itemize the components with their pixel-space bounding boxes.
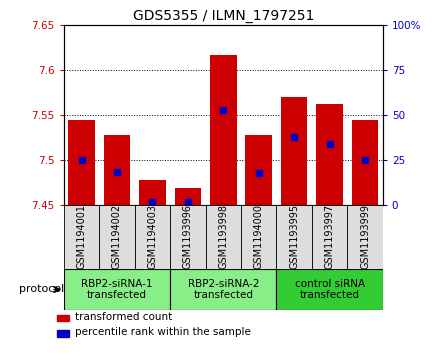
Text: RBP2-siRNA-2
transfected: RBP2-siRNA-2 transfected [187, 279, 259, 300]
Text: GSM1194003: GSM1194003 [147, 204, 158, 269]
Bar [246, 135, 272, 205]
Bar [175, 188, 201, 205]
Text: protocol: protocol [19, 285, 65, 294]
Bar [205, 205, 241, 269]
Text: RBP2-siRNA-1
transfected: RBP2-siRNA-1 transfected [81, 279, 153, 300]
Bar [316, 103, 343, 205]
Bar [210, 55, 237, 205]
Bar [276, 205, 312, 269]
Bar [135, 205, 170, 269]
Bar [170, 205, 205, 269]
Text: control siRNA
transfected: control siRNA transfected [294, 279, 365, 300]
Text: GSM1193999: GSM1193999 [360, 204, 370, 269]
Bar [312, 205, 347, 269]
Text: GSM1194001: GSM1194001 [77, 204, 87, 269]
Title: GDS5355 / ILMN_1797251: GDS5355 / ILMN_1797251 [132, 9, 314, 23]
Bar [139, 180, 166, 205]
Bar [352, 120, 378, 205]
Bar [347, 205, 383, 269]
Bar [281, 97, 308, 205]
Bar [64, 205, 99, 269]
Bar [57, 315, 69, 321]
Text: GSM1193996: GSM1193996 [183, 204, 193, 269]
Bar [170, 269, 276, 310]
Bar [276, 269, 383, 310]
Bar [241, 205, 276, 269]
Text: percentile rank within the sample: percentile rank within the sample [75, 327, 250, 338]
Text: GSM1193995: GSM1193995 [289, 204, 299, 269]
Text: GSM1194000: GSM1194000 [254, 204, 264, 269]
Text: transformed count: transformed count [75, 312, 172, 322]
Bar [68, 120, 95, 205]
Text: GSM1193998: GSM1193998 [218, 204, 228, 269]
Bar [99, 205, 135, 269]
Bar [104, 135, 130, 205]
Bar [64, 269, 170, 310]
Text: GSM1193997: GSM1193997 [325, 204, 335, 269]
Text: GSM1194002: GSM1194002 [112, 204, 122, 269]
Bar [57, 330, 69, 337]
